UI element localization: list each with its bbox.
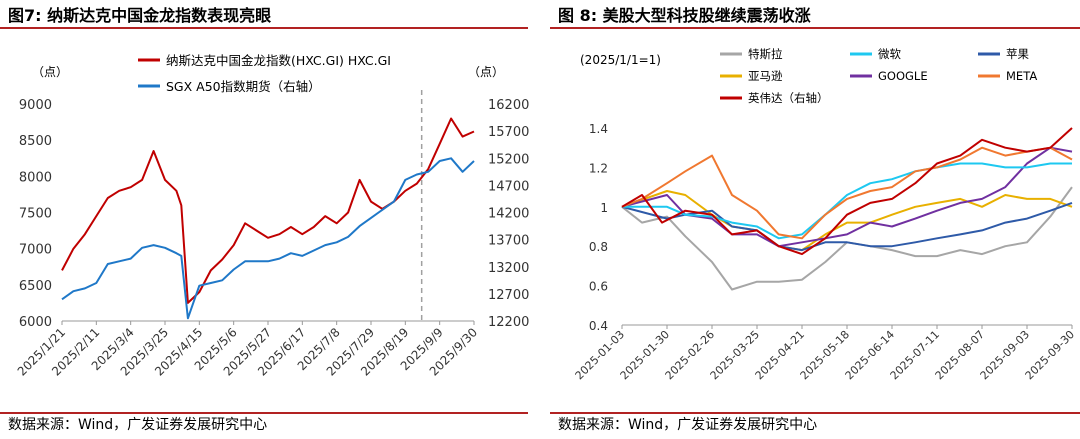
legend-label-5: GOOGLE bbox=[878, 69, 928, 83]
y-tick-label: 1.4 bbox=[589, 122, 608, 136]
left-chart: （点） （点） 6000 6500 7000 7500 8000 8500 9000 12200 1… bbox=[15, 53, 530, 379]
left-figure: 图7: 纳斯达克中国金龙指数表现亮眼 （点） （点） 6000 6500 7000 750… bbox=[0, 0, 530, 439]
series-line-cjk bbox=[621, 186, 1073, 291]
hxc-series-line bbox=[61, 117, 475, 304]
left-source-note: 数据来源：Wind，广发证券发展研究中心 bbox=[8, 417, 268, 433]
left-source-rule bbox=[0, 412, 528, 414]
series-line-meta bbox=[621, 146, 1073, 240]
left-y-tick-label: 9000 bbox=[19, 98, 52, 113]
right-y-tick-label: 15200 bbox=[488, 152, 529, 167]
right-y-tick-label: 16200 bbox=[488, 98, 529, 113]
y-tick-label: 0.4 bbox=[589, 319, 608, 333]
right-y-tick-label: 13700 bbox=[488, 234, 529, 249]
legend-label-4: 亚马逊 bbox=[748, 69, 783, 83]
right-figure-title: 图 8: 美股大型科技股继续震荡收涨 bbox=[558, 6, 811, 25]
series-line-cjk bbox=[622, 162, 1072, 240]
right-chart: (2025/1/1=1)0.40.60.811.21.42025-01-0320… bbox=[573, 47, 1077, 382]
right-title-rule bbox=[550, 27, 1080, 29]
left-y-tick-label: 6000 bbox=[19, 315, 52, 330]
y-axis-unit: (2025/1/1=1) bbox=[580, 53, 661, 67]
series-line-google bbox=[621, 146, 1073, 248]
left-axis-unit: （点） bbox=[32, 65, 68, 79]
right-axis-unit: （点） bbox=[468, 65, 504, 79]
legend-label-1: 纳斯达克中国金龙指数(HXC.GI) HXC.GI bbox=[166, 53, 391, 68]
right-y-tick-label: 13200 bbox=[488, 261, 529, 276]
legend-label-7: 英伟达（右轴） bbox=[748, 91, 829, 105]
right-y-tick-label: 15700 bbox=[488, 125, 529, 140]
left-y-tick-label: 6500 bbox=[19, 279, 52, 294]
left-y-tick-label: 8000 bbox=[19, 170, 52, 185]
right-source-note: 数据来源：Wind，广发证券发展研究中心 bbox=[558, 417, 818, 433]
left-figure-title: 图7: 纳斯达克中国金龙指数表现亮眼 bbox=[8, 6, 272, 25]
right-source-rule bbox=[550, 412, 1080, 414]
y-tick-label: 0.6 bbox=[589, 280, 608, 294]
left-y-tick-label: 8500 bbox=[19, 134, 52, 149]
y-tick-label: 1.2 bbox=[589, 161, 608, 175]
legend-label-6: META bbox=[1006, 69, 1037, 83]
right-y-tick-label: 14200 bbox=[488, 207, 529, 222]
series-line-cjk bbox=[621, 127, 1073, 256]
right-figure: 图 8: 美股大型科技股继续震荡收涨 (2025/1/1=1) 0.4 0.6 0.8… bbox=[550, 0, 1080, 439]
left-title-rule bbox=[0, 27, 528, 29]
legend-label-1: 特斯拉 bbox=[748, 47, 783, 61]
legend-label-2: SGX A50指数期货（右轴） bbox=[166, 79, 321, 94]
legend-label-3: 苹果 bbox=[1006, 47, 1029, 61]
y-tick-label: 0.8 bbox=[589, 240, 608, 254]
right-y-tick-label: 12700 bbox=[488, 288, 529, 303]
left-y-tick-label: 7000 bbox=[19, 243, 52, 258]
left-y-tick-label: 7500 bbox=[19, 207, 52, 222]
sgx-a50-series-line bbox=[61, 157, 475, 320]
y-tick-label: 1 bbox=[600, 201, 608, 215]
right-y-tick-label: 14700 bbox=[488, 179, 529, 194]
right-y-tick-label: 12200 bbox=[488, 315, 529, 330]
legend-label-2: 微软 bbox=[878, 47, 901, 61]
series-line-cjk bbox=[621, 201, 1073, 252]
